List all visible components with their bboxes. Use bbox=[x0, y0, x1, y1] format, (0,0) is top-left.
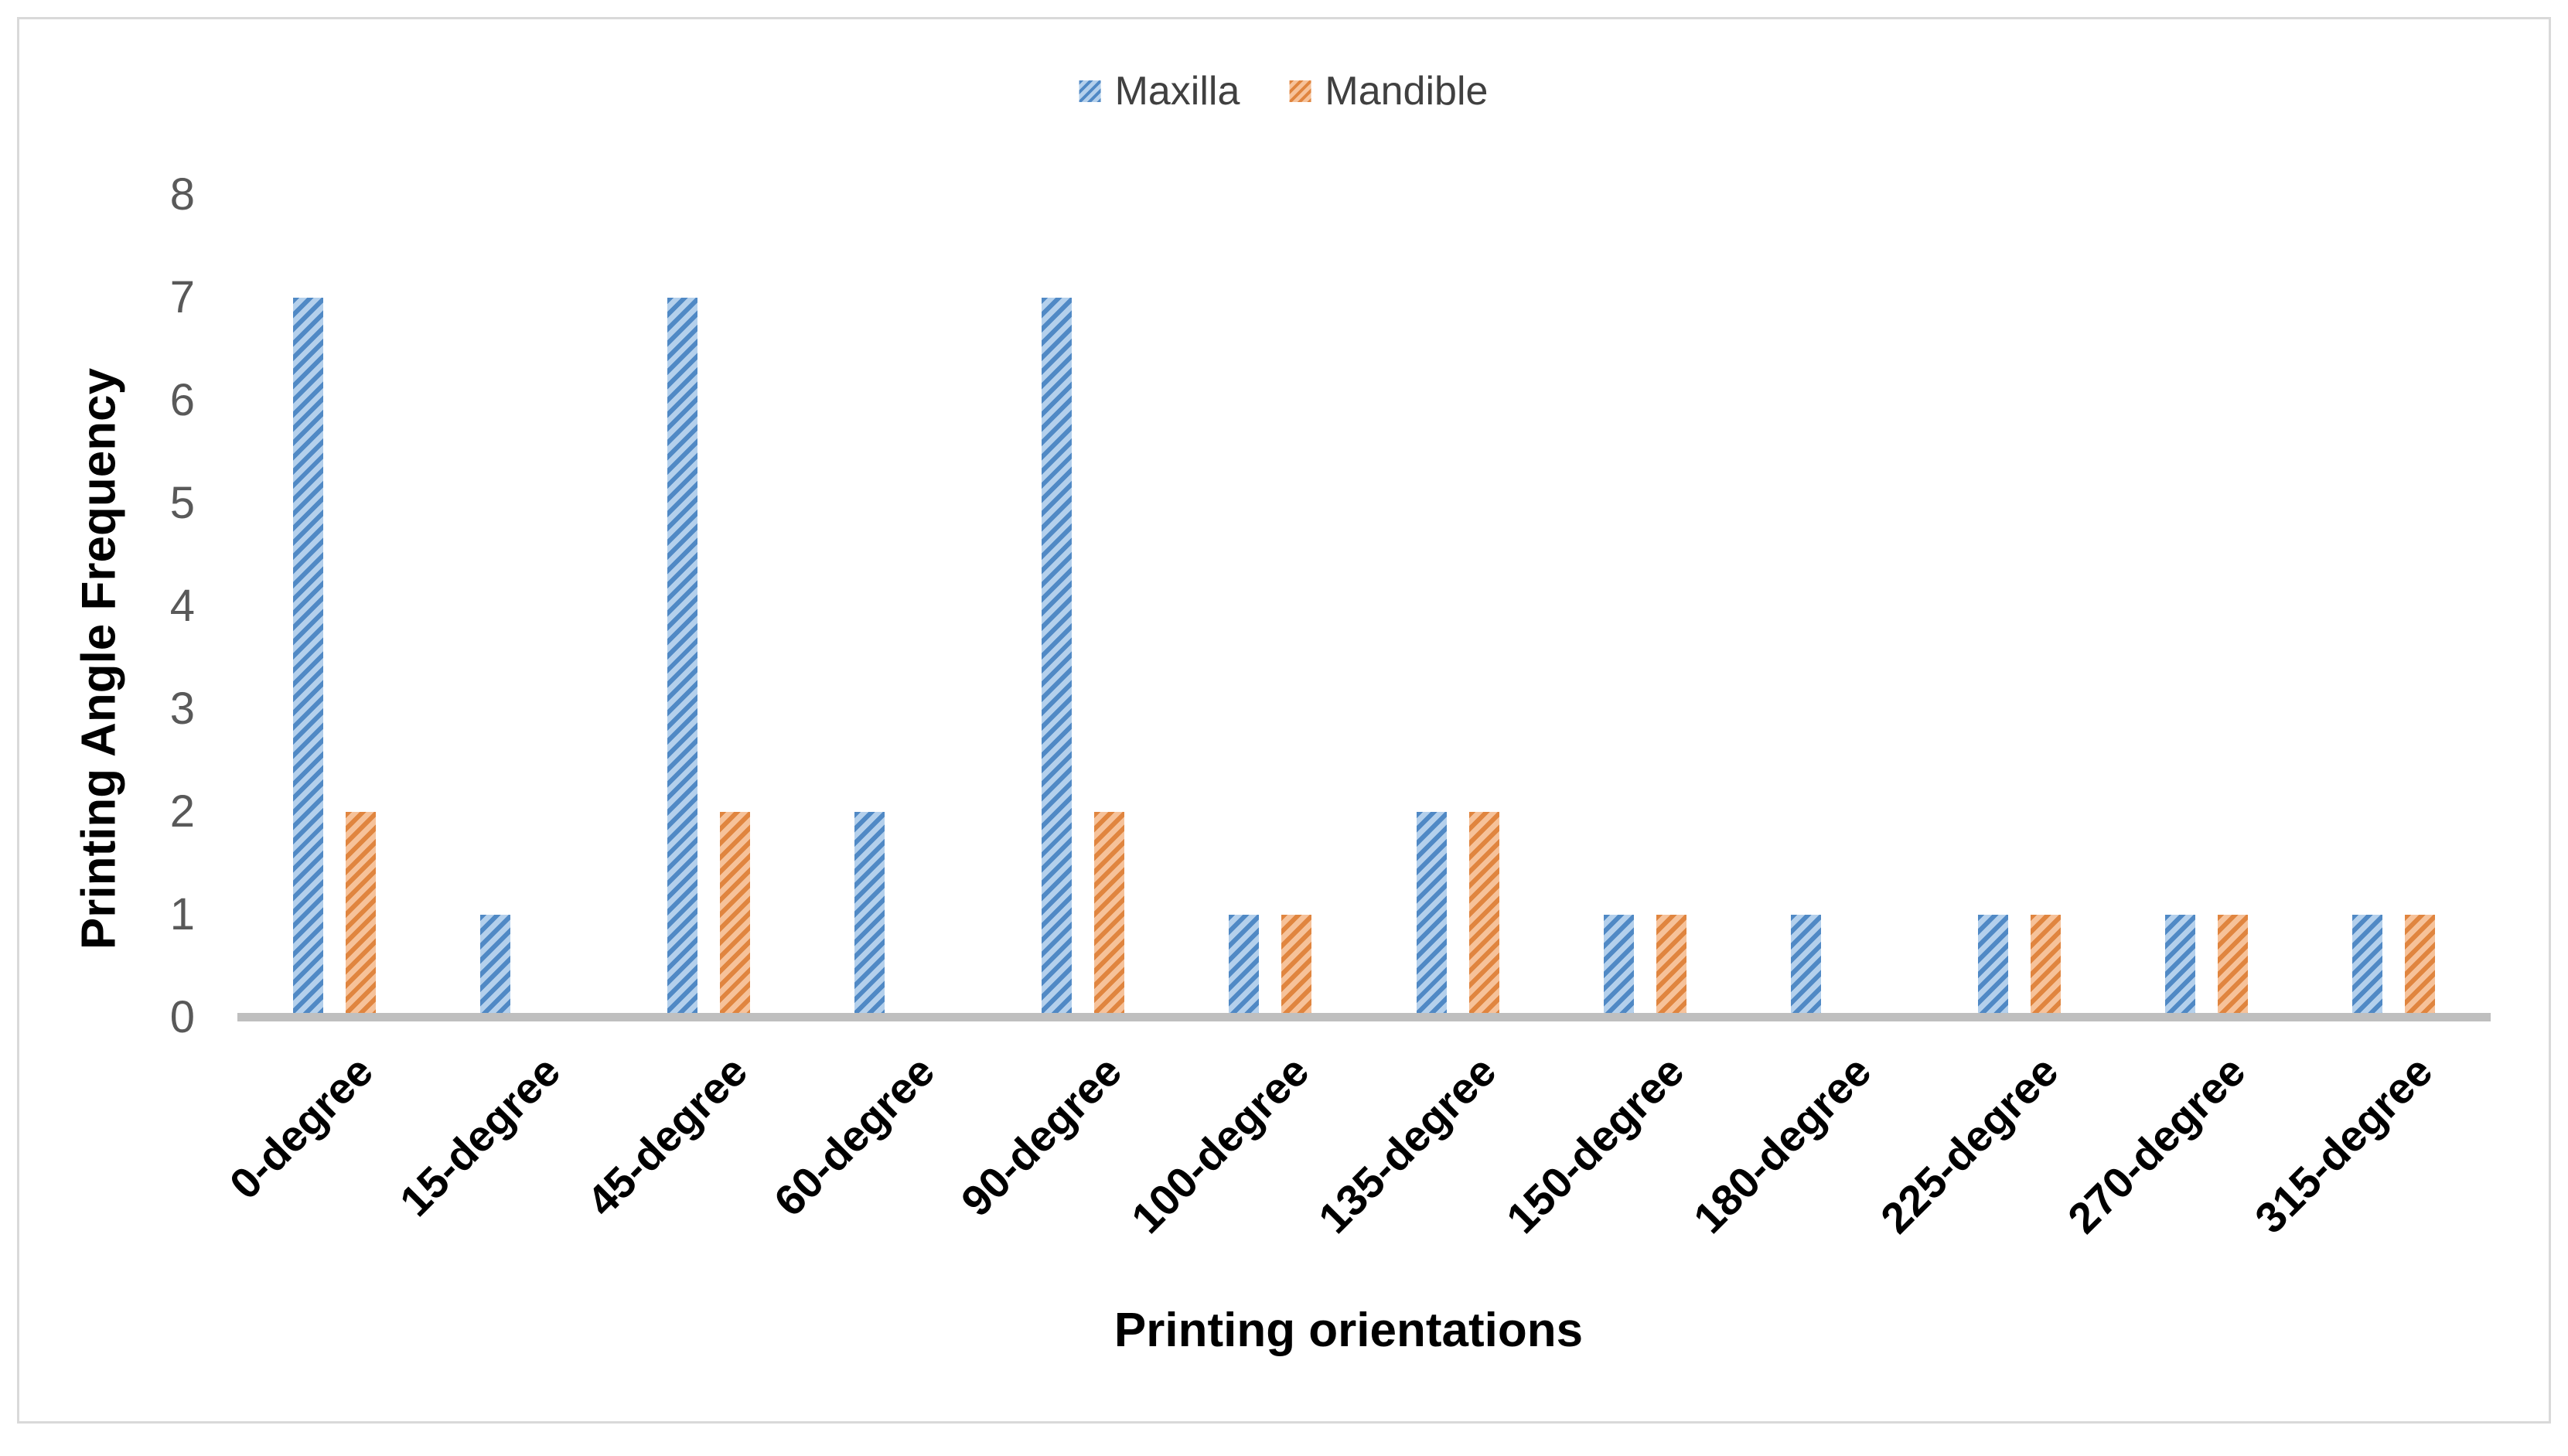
maxilla-bar-100-degree bbox=[1229, 915, 1260, 1018]
y-axis-title: Printing Angle Frequency bbox=[72, 367, 126, 950]
legend: Maxilla Mandible bbox=[1079, 71, 1488, 111]
maxilla-bar-150-degree bbox=[1603, 915, 1634, 1018]
maxilla-bar-45-degree bbox=[667, 298, 697, 1018]
mandible-bar-315-degree bbox=[2405, 915, 2436, 1018]
maxilla-bar-135-degree bbox=[1416, 812, 1447, 1018]
mandible-bar-90-degree bbox=[1094, 812, 1125, 1018]
legend-label-mandible: Mandible bbox=[1325, 69, 1489, 114]
y-tick-label-1: 1 bbox=[169, 889, 195, 939]
legend-item-mandible: Mandible bbox=[1289, 71, 1488, 111]
maxilla-bar-0-degree bbox=[292, 298, 323, 1018]
y-tick-label-3: 3 bbox=[169, 684, 195, 734]
mandible-bar-225-degree bbox=[2031, 915, 2062, 1018]
mandible-bar-135-degree bbox=[1468, 812, 1499, 1018]
legend-label-maxilla: Maxilla bbox=[1114, 69, 1240, 114]
mandible-bar-270-degree bbox=[2218, 915, 2249, 1018]
maxilla-bar-180-degree bbox=[1790, 915, 1821, 1018]
maxilla-bar-15-degree bbox=[479, 915, 510, 1018]
y-tick-label-6: 6 bbox=[169, 375, 195, 425]
mandible-bar-100-degree bbox=[1281, 915, 1312, 1018]
maxilla-bar-90-degree bbox=[1042, 298, 1073, 1018]
y-tick-label-8: 8 bbox=[169, 169, 195, 220]
x-axis-title: Printing orientations bbox=[1113, 1304, 1584, 1357]
y-tick-label-4: 4 bbox=[169, 581, 195, 631]
y-tick-label-7: 7 bbox=[169, 272, 195, 322]
mandible-swatch-icon bbox=[1289, 80, 1311, 102]
y-tick-label-5: 5 bbox=[169, 478, 195, 528]
mandible-bar-0-degree bbox=[345, 812, 376, 1018]
mandible-bar-150-degree bbox=[1656, 915, 1686, 1018]
x-axis-line bbox=[237, 1013, 2491, 1021]
y-tick-label-2: 2 bbox=[169, 786, 195, 837]
maxilla-bar-60-degree bbox=[854, 812, 885, 1018]
maxilla-bar-315-degree bbox=[2352, 915, 2383, 1018]
legend-item-maxilla: Maxilla bbox=[1079, 71, 1240, 111]
mandible-bar-45-degree bbox=[719, 812, 750, 1018]
maxilla-bar-225-degree bbox=[1978, 915, 2009, 1018]
y-tick-label-0: 0 bbox=[169, 992, 195, 1042]
maxilla-swatch-icon bbox=[1079, 80, 1101, 102]
chart-border bbox=[17, 17, 2551, 1424]
maxilla-bar-270-degree bbox=[2165, 915, 2196, 1018]
